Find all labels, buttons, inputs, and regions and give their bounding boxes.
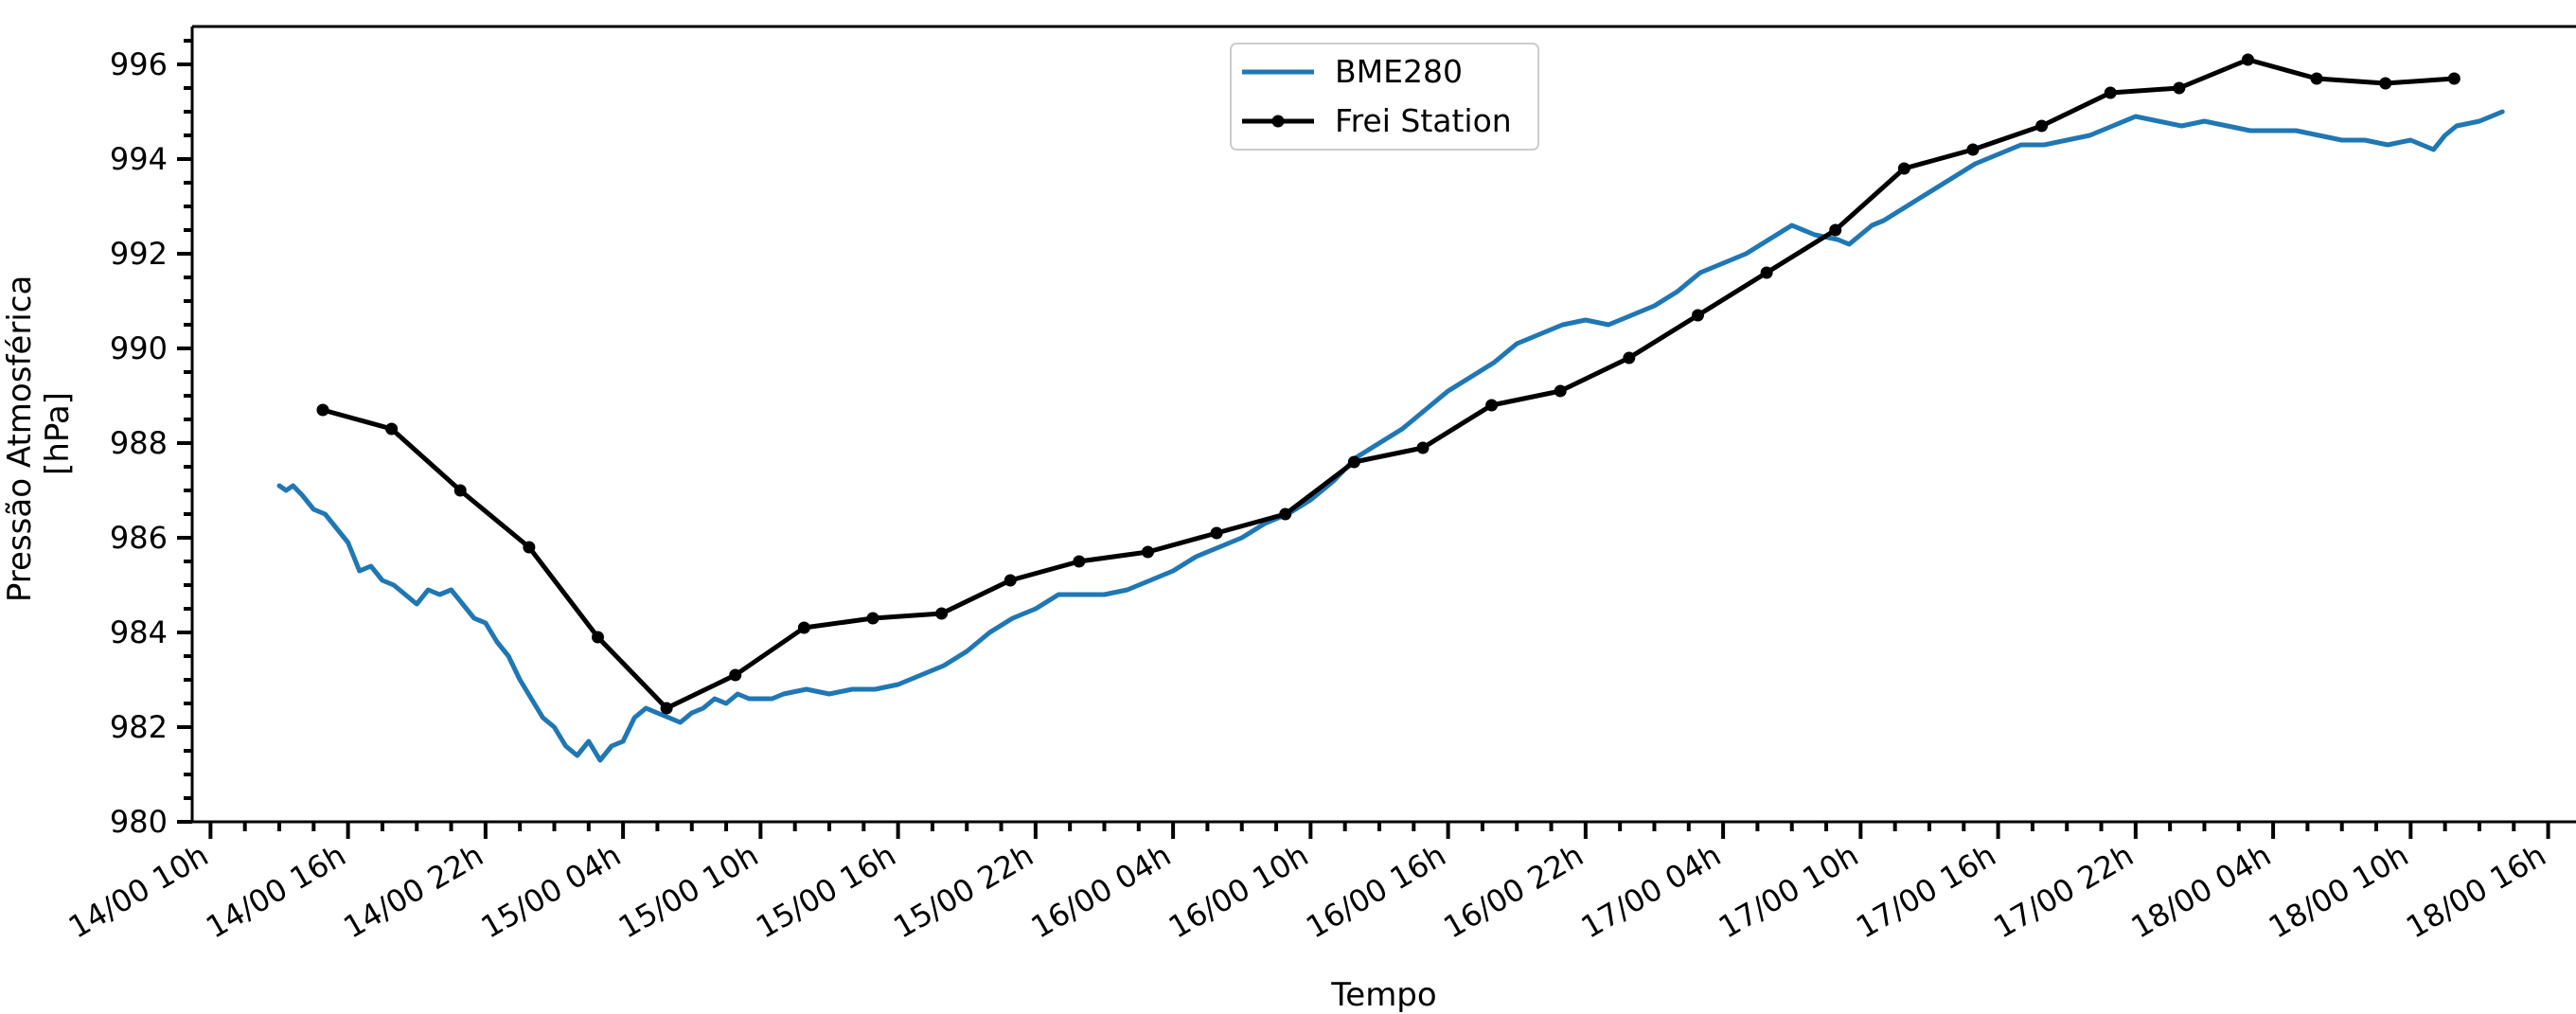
y-tick-label: 986: [110, 520, 168, 556]
legend-label: BME280: [1335, 53, 1463, 90]
data-point: [1485, 399, 1499, 412]
y-tick-label: 984: [110, 614, 168, 650]
x-tick-label: 17/00 04h: [1575, 837, 1728, 946]
data-point: [1966, 143, 1980, 156]
data-point: [591, 631, 604, 644]
x-tick-label: 16/00 16h: [1300, 837, 1452, 946]
x-tick-label: 14/00 16h: [200, 837, 352, 946]
x-tick-label: 16/00 10h: [1163, 837, 1315, 946]
x-tick-label: 16/00 04h: [1025, 837, 1178, 946]
data-point: [2104, 86, 2117, 99]
x-tick-label: 14/00 10h: [62, 837, 215, 946]
y-tick-label: 996: [110, 46, 168, 82]
data-point: [866, 612, 879, 625]
x-tick-label: 15/00 16h: [750, 837, 902, 946]
data-point: [1691, 309, 1704, 322]
data-point: [1554, 384, 1567, 398]
data-point: [316, 403, 329, 417]
data-point: [385, 422, 399, 436]
legend-label: Frei Station: [1335, 102, 1512, 139]
data-point: [1004, 574, 1017, 587]
data-point: [2447, 72, 2461, 85]
legend: BME280 Frei Station: [1230, 43, 1539, 151]
y-tick-label: 982: [110, 709, 168, 745]
series-line-frei-station: [320, 57, 2457, 711]
data-point: [729, 668, 742, 682]
data-point: [1210, 526, 1223, 540]
data-point: [2310, 72, 2323, 85]
data-point: [523, 541, 536, 554]
y-tick-label: 980: [110, 804, 168, 840]
data-point: [2241, 53, 2254, 66]
series-layer: [276, 53, 2505, 763]
x-tick-label: 15/00 04h: [475, 837, 628, 946]
y-axis-label-line-1: Pressão Atmosférica: [1, 276, 39, 602]
data-point: [797, 621, 810, 634]
x-tick-label: 16/00 22h: [1437, 837, 1590, 946]
data-point: [453, 484, 467, 497]
series-line-bme280: [276, 109, 2505, 763]
x-tick-label: 15/00 22h: [887, 837, 1039, 946]
x-tick-label: 17/00 22h: [1987, 837, 2140, 946]
data-point: [2379, 77, 2392, 90]
x-tick-label: 14/00 22h: [337, 837, 489, 946]
x-tick-label: 18/00 10h: [2263, 837, 2415, 946]
data-point: [1416, 441, 1430, 454]
data-point: [1829, 223, 1842, 237]
y-axis-label-line-2: [hPa]: [39, 392, 77, 475]
data-point: [1141, 545, 1154, 559]
x-tick-label: 17/00 10h: [1713, 837, 1865, 946]
x-axis-label: Tempo: [1330, 976, 1436, 1014]
data-point: [1347, 455, 1360, 469]
x-tick-label: 15/00 10h: [613, 837, 765, 946]
data-point: [1623, 351, 1636, 365]
data-point: [1073, 555, 1086, 568]
x-tick-label: 17/00 16h: [1850, 837, 2002, 946]
data-point: [1760, 266, 1773, 279]
x-tick-label: 18/00 04h: [2125, 837, 2278, 946]
data-point: [1279, 507, 1292, 521]
data-point: [935, 607, 949, 620]
x-tick-label: 18/00 16h: [2400, 837, 2552, 946]
data-point: [2035, 119, 2049, 133]
y-tick-label: 994: [110, 141, 168, 177]
y-tick-label: 988: [110, 425, 168, 461]
y-axis-label: Pressão Atmosférica [hPa]: [1, 265, 77, 602]
legend-marker: [1271, 115, 1285, 128]
data-point: [1897, 162, 1910, 175]
y-tick-label: 992: [110, 236, 168, 272]
data-point: [2173, 81, 2186, 95]
data-point: [660, 702, 673, 715]
y-tick-label: 990: [110, 330, 168, 366]
